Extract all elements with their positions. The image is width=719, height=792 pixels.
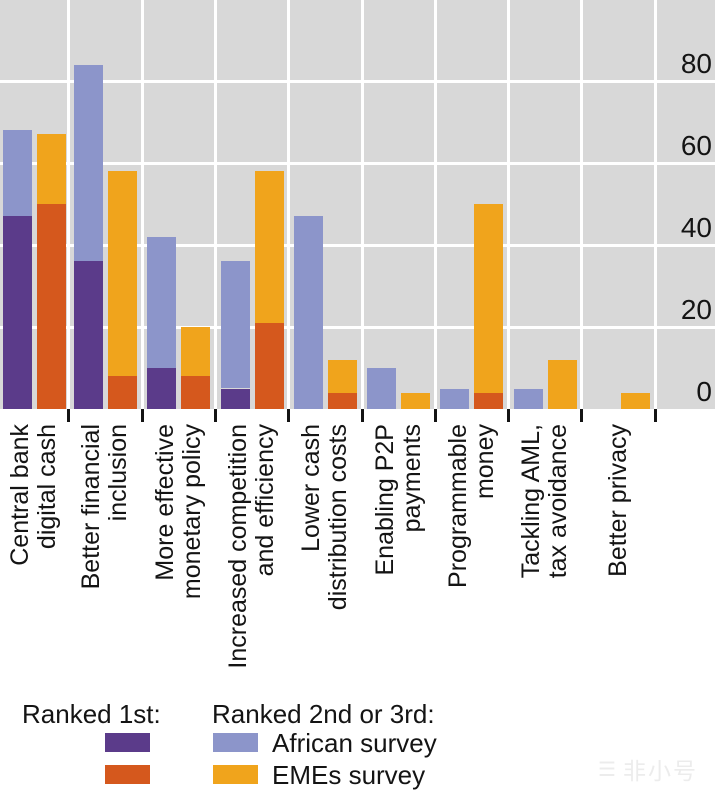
x-axis-category-label: Central bank digital cash [6, 424, 62, 724]
x-axis-label-line: inclusion [104, 424, 133, 522]
x-axis-tick [433, 409, 437, 422]
bar-segment-emes-ranked-1st [327, 392, 357, 409]
y-axis-tick-label: 60 [680, 130, 712, 161]
bar-segment-emes-ranked-1st [254, 322, 284, 409]
x-axis-label-line: distribution costs [324, 424, 353, 611]
bar-segment-african-ranked-2nd-3rd [2, 130, 32, 217]
x-axis-category-label: Enabling P2P payments [370, 424, 426, 724]
legend-swatch-emes-ranked-1st [105, 765, 150, 784]
chart-plot-area [0, 0, 715, 409]
gridline-vertical [580, 0, 583, 409]
bar-segment-african-ranked-2nd-3rd [147, 236, 177, 368]
bar-segment-african-ranked-2nd-3rd [73, 64, 103, 262]
x-axis-tick [67, 409, 70, 422]
x-axis-tick [507, 409, 510, 422]
x-axis-label-line: Enabling P2P [370, 424, 399, 576]
bar-segment-african-ranked-1st [220, 388, 250, 409]
bar-segment-emes-ranked-1st [181, 376, 211, 409]
gridline-vertical [67, 0, 70, 409]
x-axis-label-line: Programmable [443, 424, 472, 588]
gridline-horizontal [0, 79, 715, 83]
gridline-vertical [653, 0, 657, 409]
x-axis-category-label: More effective monetary policy [150, 424, 206, 724]
x-axis-category-label: Better privacy [603, 424, 632, 724]
x-axis-label-line: and efficiency [251, 424, 279, 577]
x-axis-tick [287, 409, 290, 422]
gridline-vertical [140, 0, 144, 409]
x-axis-label-line: digital cash [33, 424, 62, 550]
watermark: ☰ 非小号 [598, 752, 698, 786]
bar-segment-african-ranked-2nd-3rd [220, 261, 250, 389]
bar-segment-emes-ranked-2nd-3rd [401, 392, 430, 409]
x-axis-label-line: Lower cash [297, 424, 326, 552]
bar-segment-african-ranked-1st [147, 368, 177, 409]
x-axis-tick [580, 409, 583, 422]
gridline-vertical [433, 0, 437, 409]
gridline-horizontal [0, 161, 715, 165]
legend-swatch-african-ranked-2nd-3rd [213, 733, 258, 752]
x-axis-label-line: Increased competition [224, 424, 252, 669]
watermark-logo-icon: ☰ [598, 758, 618, 781]
gridline-vertical [214, 0, 217, 409]
gridline-horizontal [0, 325, 715, 329]
x-axis-label-line: payments [397, 424, 426, 533]
x-axis-category-label: Increased competition and efficiency [224, 424, 279, 724]
x-axis-label-line: tax avoidance [544, 424, 572, 579]
legend-swatch-african-ranked-1st [105, 733, 150, 752]
x-axis-category-label: Tackling AML, tax avoidance [517, 424, 572, 724]
legend-swatch-emes-ranked-2nd-3rd [213, 765, 258, 784]
x-axis-tick [360, 409, 364, 422]
bar-segment-emes-ranked-2nd-3rd [547, 359, 577, 409]
x-axis-label-line: Better privacy [603, 424, 632, 577]
x-axis-label-line: monetary policy [177, 424, 206, 600]
x-axis-label-line: Central bank [6, 424, 35, 566]
y-axis-tick-label: 20 [680, 294, 712, 325]
bar-segment-emes-ranked-2nd-3rd [327, 359, 357, 393]
bar-segment-emes-ranked-1st [107, 376, 137, 409]
x-axis-tick [653, 409, 657, 422]
bar-segment-emes-ranked-2nd-3rd [254, 171, 284, 323]
x-axis-tick [140, 409, 144, 422]
legend-label-african-survey: African survey [272, 728, 437, 758]
x-axis-label-line: Better financial [77, 424, 106, 590]
y-axis-tick-label: 80 [680, 48, 712, 79]
x-axis-label-line: More effective [150, 424, 179, 581]
x-axis-category-label: Better financial inclusion [77, 424, 133, 724]
bar-segment-african-ranked-2nd-3rd [513, 388, 543, 409]
gridline-vertical [287, 0, 290, 409]
legend-label-emes-survey: EMEs survey [272, 760, 426, 790]
bar-segment-emes-ranked-2nd-3rd [620, 392, 650, 409]
legend-group-ranked-2nd-3rd-label: Ranked 2nd or 3rd: [212, 699, 435, 729]
gridline-horizontal [0, 243, 715, 247]
x-axis-label-line: money [470, 424, 499, 500]
bar-segment-emes-ranked-2nd-3rd [36, 134, 66, 204]
x-axis-label-line: Tackling AML, [517, 424, 545, 579]
gridline-vertical [507, 0, 510, 409]
bar-segment-african-ranked-1st [2, 216, 32, 409]
x-axis-category-label: Lower cash distribution costs [297, 424, 353, 724]
legend-group-ranked-1st-label: Ranked 1st: [22, 699, 161, 729]
bar-segment-african-ranked-2nd-3rd [440, 388, 470, 409]
bar-segment-emes-ranked-1st [36, 204, 66, 409]
y-axis-tick-label: 0 [696, 376, 712, 407]
watermark-text: 非小号 [622, 758, 698, 784]
bar-segment-emes-ranked-2nd-3rd [107, 171, 137, 377]
bar-segment-emes-ranked-1st [474, 392, 504, 409]
x-axis-category-label: Programmable money [443, 424, 499, 724]
gridline-vertical [360, 0, 364, 409]
bar-segment-african-ranked-2nd-3rd [293, 216, 323, 409]
bar-segment-african-ranked-1st [73, 261, 103, 409]
bar-segment-african-ranked-2nd-3rd [367, 368, 396, 409]
bar-segment-emes-ranked-2nd-3rd [474, 204, 504, 393]
bar-segment-emes-ranked-2nd-3rd [181, 327, 211, 377]
x-axis-tick [214, 409, 217, 422]
y-axis-tick-label: 40 [680, 212, 712, 243]
